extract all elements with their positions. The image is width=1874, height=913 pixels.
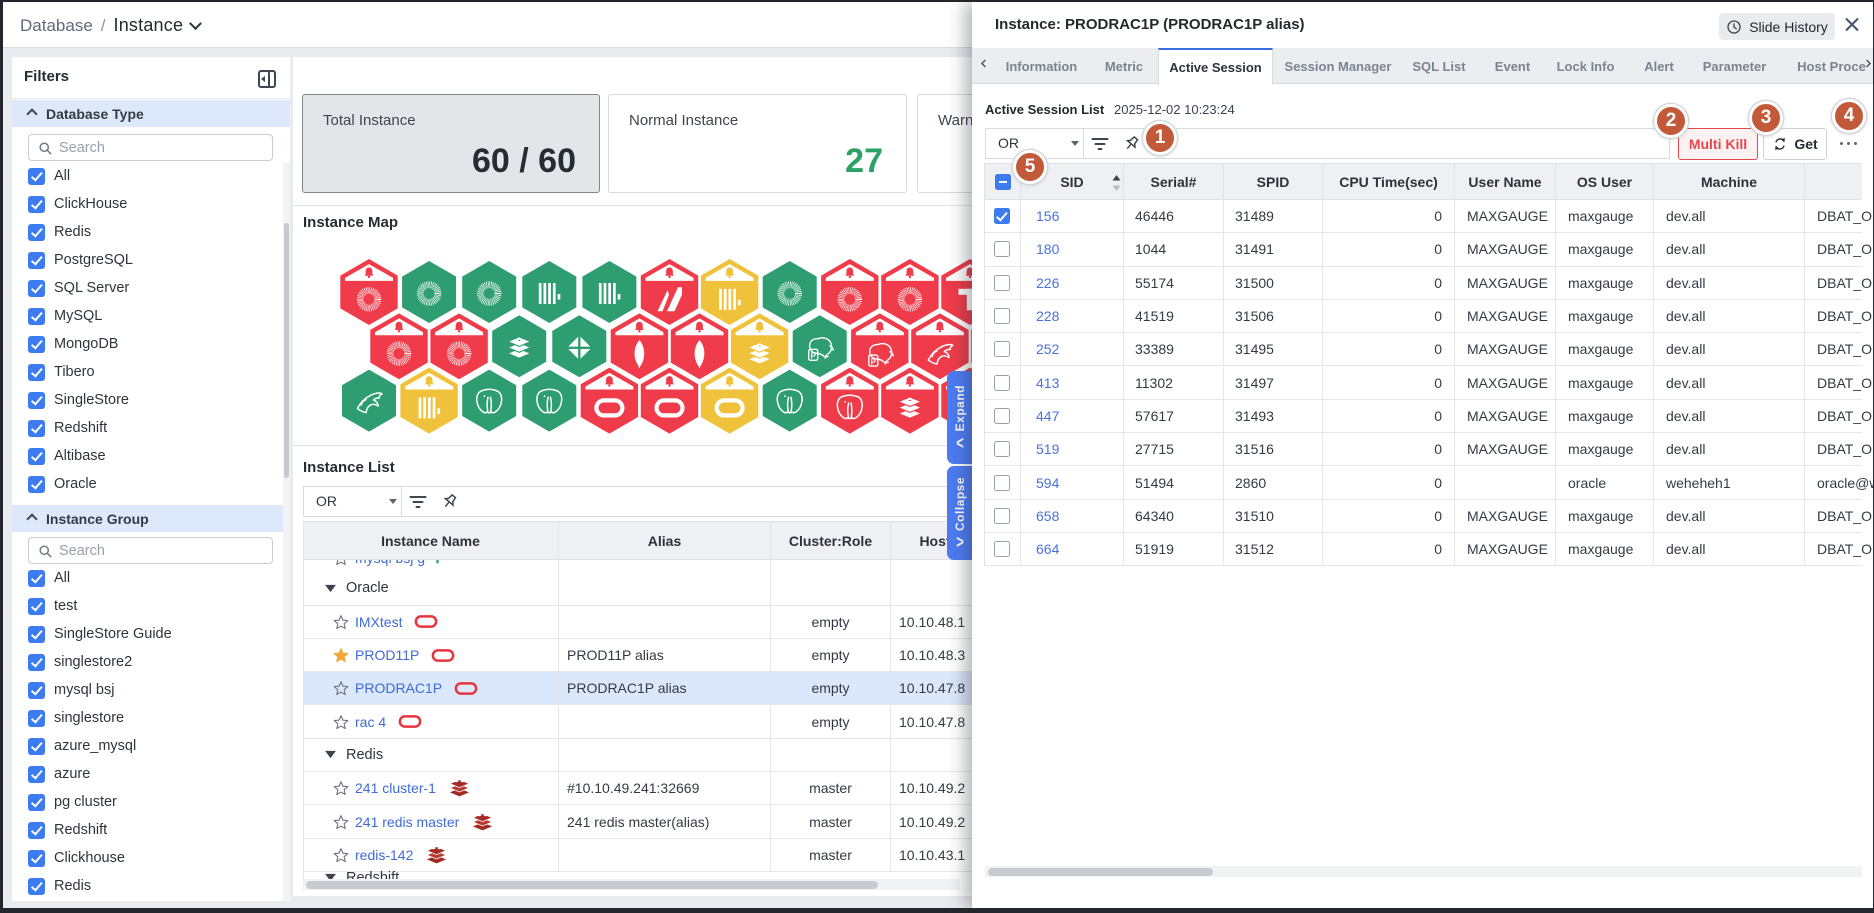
svg-text:P: P — [871, 357, 877, 366]
svg-text:P: P — [811, 352, 817, 361]
